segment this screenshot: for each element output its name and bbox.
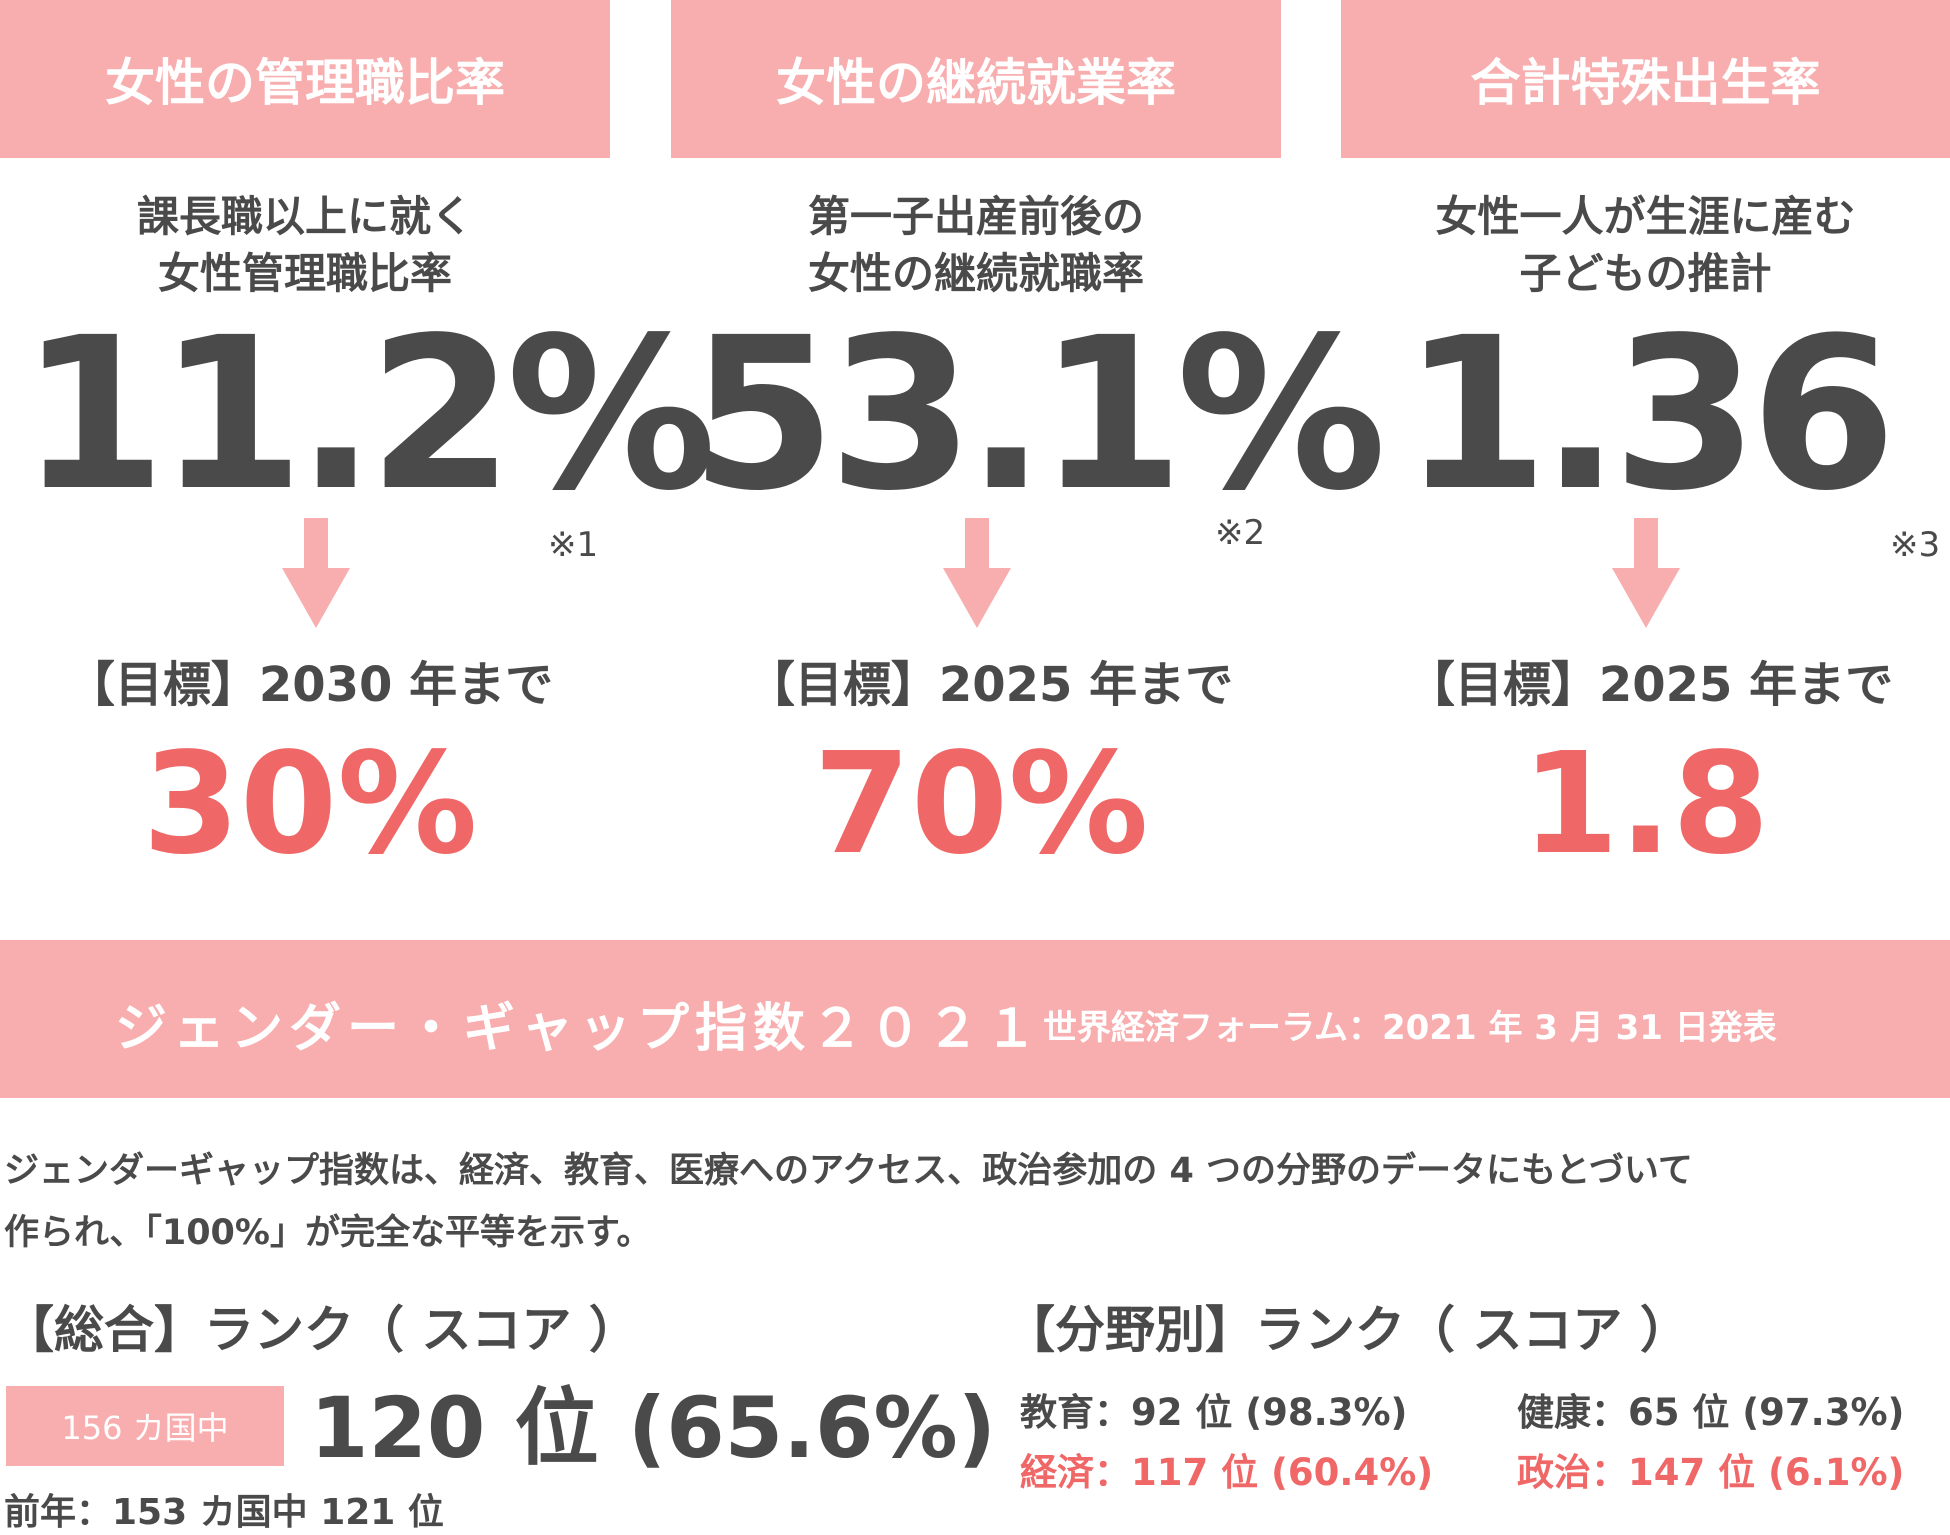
card-description: 第一子出産前後の 女性の継続就職率 [671, 188, 1281, 302]
description-line: 第一子出産前後の [807, 192, 1144, 241]
current-value: 11.2% [20, 292, 717, 537]
target-value: 1.8 [1521, 723, 1770, 886]
footnote-mark: ※1 [548, 525, 599, 565]
description-line: 女性の継続就職率 [807, 249, 1144, 298]
description-line: 女性一人が生涯に産む [1435, 192, 1856, 241]
banner-subtitle: 世界経済フォーラム：2021 年 3 月 31 日発表 [1043, 1008, 1777, 1048]
card-description: 課長職以上に就く 女性管理職比率 [0, 188, 610, 302]
card-header-fertility: 合計特殊出生率 [1341, 0, 1950, 158]
description-line: 子どもの推計 [1519, 249, 1772, 298]
current-value: 53.1% [690, 292, 1387, 537]
gender-gap-banner: ジェンダー・ギャップ指数２０２１ 世界経済フォーラム：2021 年 3 月 31… [0, 940, 1950, 1098]
current-value: 1.36 [1402, 292, 1896, 537]
field-rank-education: 教育：92 位 (98.3%) [1020, 1391, 1408, 1434]
field-rank-politics: 政治：147 位 (6.1%) [1517, 1451, 1905, 1494]
arrow-down-icon [282, 518, 350, 628]
previous-rank: 前年：153 カ国中 121 位 [4, 1492, 444, 1533]
overall-rank: 120 位 (65.6%) [310, 1379, 997, 1477]
goal-label: 【目標】2030 年まで [66, 657, 554, 713]
arrow-down-icon [943, 518, 1011, 628]
overall-heading: 【総合】ランク（ スコア ） [4, 1301, 639, 1359]
field-rank-economy: 経済：117 位 (60.4%) [1020, 1451, 1434, 1494]
banner-title: ジェンダー・ギャップ指数２０２１ [115, 999, 1044, 1059]
footnote-mark: ※3 [1890, 525, 1941, 565]
card-description: 女性一人が生涯に産む 子どもの推計 [1341, 188, 1950, 302]
description-line: 女性管理職比率 [157, 249, 452, 298]
description-paragraph: ジェンダーギャップ指数は、経済、教育、医療へのアクセス、政治参加の 4 つの分野… [4, 1140, 1939, 1264]
card-header-employment: 女性の継続就業率 [671, 0, 1281, 158]
country-count-badge: 156 カ国中 [6, 1386, 284, 1466]
goal-label: 【目標】2025 年まで [1406, 657, 1894, 713]
target-value: 30% [142, 723, 478, 886]
target-value: 70% [813, 723, 1149, 886]
description-line: 課長職以上に就く [136, 192, 473, 241]
paragraph-line: 作られ、「100%」が完全な平等を示す。 [4, 1213, 652, 1253]
footnote-mark: ※2 [1215, 513, 1266, 553]
card-header-management: 女性の管理職比率 [0, 0, 610, 158]
field-heading: 【分野別】ランク（ スコア ） [1005, 1301, 1690, 1359]
goal-label: 【目標】2025 年まで [746, 657, 1234, 713]
arrow-down-icon [1612, 518, 1680, 628]
field-rank-health: 健康：65 位 (97.3%) [1517, 1391, 1905, 1434]
paragraph-line: ジェンダーギャップ指数は、経済、教育、医療へのアクセス、政治参加の 4 つの分野… [4, 1151, 1693, 1191]
